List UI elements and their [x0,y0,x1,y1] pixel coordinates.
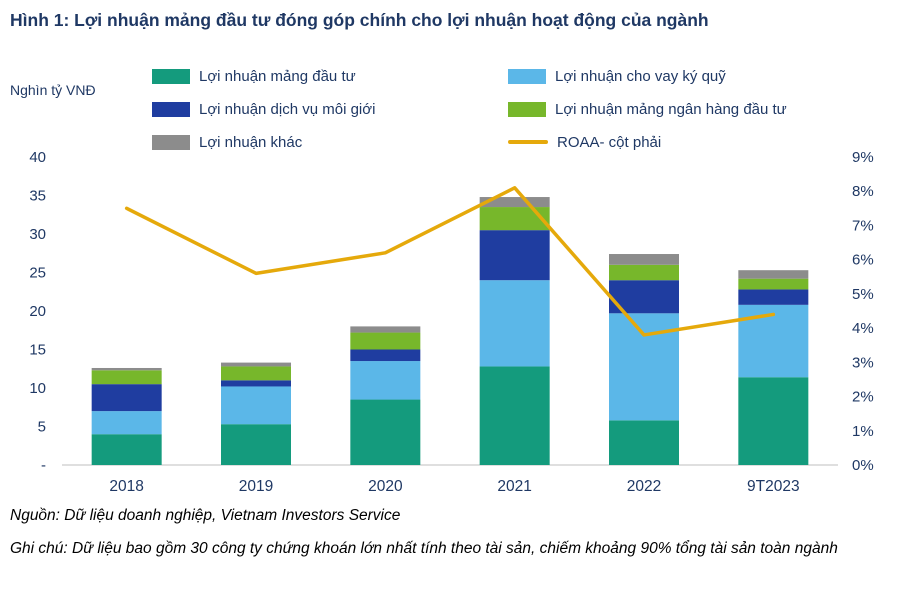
legend-label: Lợi nhuận cho vay ký quỹ [555,67,726,85]
right-axis-tick: 7% [852,217,874,234]
figure-title: Hình 1: Lợi nhuận mảng đầu tư đóng góp c… [10,10,709,30]
bar-segment [350,361,421,400]
left-axis-tick: - [41,457,46,474]
left-axis-tick: 5 [38,419,46,436]
chart-area: 40 35 30 25 20 15 10 5 - 9% 8% 7% 6% 5% 4% 3% 2% 1% 0% 2018… [0,148,918,508]
legend-item: Lợi nhuận mảng ngân hàng đầu tư [508,99,787,119]
bar-segment [738,278,809,290]
legend-label: Lợi nhuận mảng đầu tư [199,67,356,85]
bar-segment [609,420,679,465]
bar-segment [221,386,291,425]
bar-segment [350,326,421,333]
bar-segment [350,349,421,362]
bar-segment [350,332,421,350]
source-note: Nguồn: Dữ liệu doanh nghiệp, Vietnam Inv… [10,507,401,524]
x-axis-category-label: 2019 [239,478,273,495]
legend-color-swatch [152,101,190,117]
legend-label: Lợi nhuận khác [199,133,303,151]
bar-segment [479,280,550,367]
x-axis-category-label: 2018 [109,478,143,495]
right-axis-tick: 5% [852,286,874,303]
chart-legend: Lợi nhuận mảng đầu tư Lợi nhuận dịch vụ m… [152,66,892,156]
bar-segment [91,367,162,371]
x-axis-category-label: 2022 [627,478,661,495]
bar-segment [479,207,550,231]
bar-segment [609,264,679,281]
bar-segment [738,289,809,305]
legend-color-swatch [152,68,190,84]
legend-item: Lợi nhuận khác [152,132,302,152]
stacked-bar-roaa-chart: 40 35 30 25 20 15 10 5 - 9% 8% 7% 6% 5% 4% 3% 2% 1% 0% 2018… [29,149,874,495]
bar-segment [350,399,421,465]
legend-label: Lợi nhuận dịch vụ môi giới [199,100,376,118]
left-axis-tick: 25 [29,265,46,282]
right-axis-tick: 4% [852,320,874,337]
bar-segment [738,270,809,279]
bar-segment [91,434,162,465]
left-axis-tick: 15 [29,342,46,359]
legend-color-swatch [508,68,546,84]
left-axis-unit-label: Nghìn tỷ VNĐ [10,82,96,98]
bar-segment [91,370,162,385]
legend-item: Lợi nhuận cho vay ký quỹ [508,66,726,86]
legend-item: Lợi nhuận mảng đầu tư [152,66,356,86]
bar-segment [91,411,162,435]
legend-color-swatch [152,134,190,150]
right-axis-tick: 2% [852,389,874,406]
left-axis-tick: 40 [29,149,46,166]
detail-note: Ghi chú: Dữ liệu bao gồm 30 công ty chứn… [10,540,838,557]
x-axis-category-label: 9T2023 [747,478,800,495]
left-axis-tick: 20 [29,303,46,320]
bar-segment [738,377,809,465]
bar-segment [221,380,291,387]
right-axis-tick: 3% [852,354,874,371]
legend-line-symbol [508,140,548,144]
legend-color-swatch [508,101,546,117]
x-axis-category-label: 2020 [368,478,403,495]
bar-segment [221,362,291,367]
bar-segment [221,424,291,465]
right-axis-tick: 1% [852,423,874,440]
left-axis-tick: 10 [29,380,46,397]
right-axis-tick: 8% [852,183,874,200]
right-axis-tick: 6% [852,252,874,269]
roaa-line [124,186,776,337]
legend-item: Lợi nhuận dịch vụ môi giới [152,99,375,119]
bar-segment [479,197,550,208]
bar-segment [609,254,679,265]
bar-segment [479,230,550,281]
left-axis-tick: 30 [29,226,46,243]
right-axis-tick: 0% [852,457,874,474]
right-axis-tick: 9% [852,149,874,166]
legend-item: ROAA- cột phải [508,132,661,152]
left-axis-tick: 35 [29,188,46,205]
legend-label: ROAA- cột phải [557,133,662,151]
bar-segment [221,366,291,381]
bar-segment [479,366,550,465]
legend-label: Lợi nhuận mảng ngân hàng đầu tư [555,100,787,118]
x-axis-category-label: 2021 [497,478,531,495]
bar-segment [91,384,162,412]
